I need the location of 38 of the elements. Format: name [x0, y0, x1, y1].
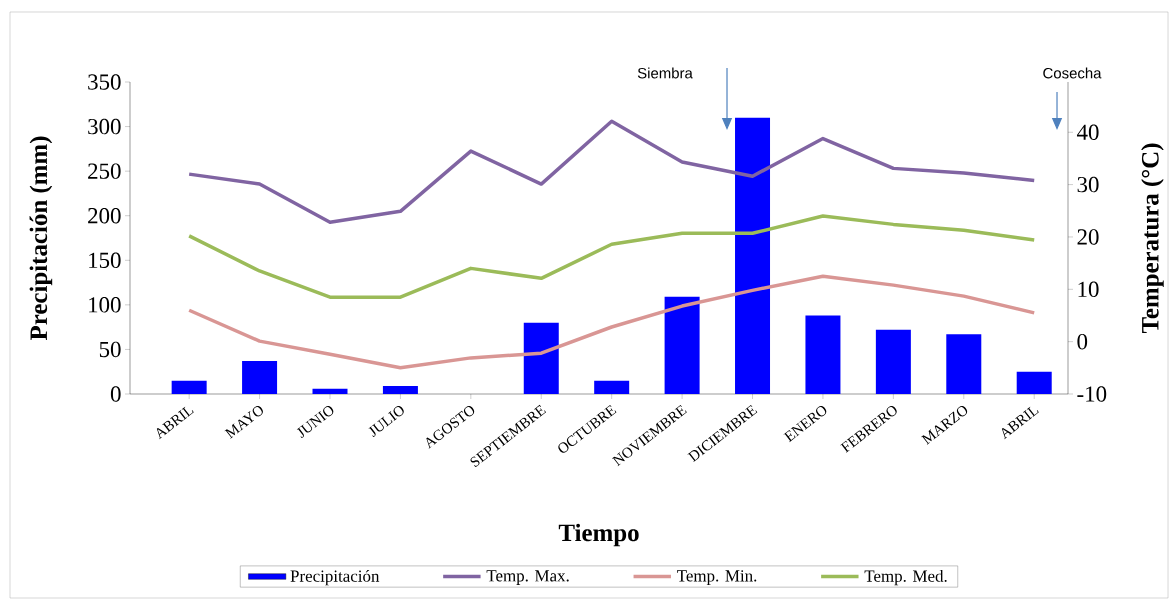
bar: [523, 322, 559, 394]
y-tick-label: 50: [99, 341, 121, 358]
line-series: [187, 274, 1036, 370]
y2-axis-title: Temperatura (°C): [1141, 143, 1164, 334]
bar: [171, 380, 207, 394]
y2-tick-label: 10: [1078, 281, 1099, 298]
bar: [594, 380, 630, 394]
x-axis-title: Tiempo: [558, 523, 639, 547]
bar: [1016, 371, 1052, 394]
y2-tick-label: 40: [1076, 124, 1099, 140]
bar: [735, 117, 771, 394]
bar: [312, 388, 348, 394]
y-tick-label: 150: [89, 252, 121, 269]
bar: [875, 329, 911, 394]
legend-label: Temp. Max.: [486, 570, 569, 585]
legend-label: Precipitación: [290, 569, 380, 586]
text: Cosecha: [1043, 67, 1102, 79]
bar: [946, 334, 982, 394]
y-tick-label: 200: [88, 207, 121, 224]
legend-label: Temp. Med.: [864, 569, 947, 586]
bar: [805, 315, 841, 394]
y-tick-label: 300: [88, 118, 121, 135]
y-axis-title: Precipitación (mm): [29, 136, 53, 341]
y-tick-label: 0: [110, 386, 121, 402]
y2-tick-label: 30: [1077, 176, 1099, 193]
text: Siembra: [637, 67, 693, 79]
y2-tick-label: -10: [1077, 386, 1107, 402]
y2-tick-label: 20: [1077, 229, 1099, 245]
y-tick-label: 350: [88, 74, 121, 90]
y-tick-label: 250: [88, 163, 121, 179]
line-series: [187, 214, 1036, 299]
y2-tick-label: 0: [1077, 333, 1088, 350]
bar: [382, 385, 418, 394]
legend-label: Temp. Min.: [677, 570, 757, 585]
bar: [242, 361, 278, 394]
y-tick-label: 100: [89, 297, 121, 313]
line-series: [187, 119, 1036, 225]
bar: [664, 296, 700, 394]
